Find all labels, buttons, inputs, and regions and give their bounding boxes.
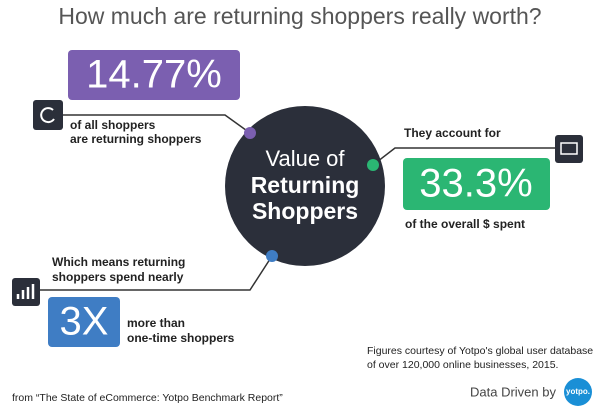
stat-intro: shoppers spend nearly (52, 270, 184, 284)
stat-caption: of the overall $ spent (405, 217, 525, 231)
icon (12, 278, 40, 306)
dot (266, 250, 278, 262)
center-text: Returning (251, 172, 360, 198)
brand-logo (564, 378, 592, 406)
connector (48, 114, 251, 134)
source: from “The State of eCommerce: Yotpo Benc… (12, 392, 283, 404)
stat-intro: They account for (404, 126, 501, 140)
stat-value: 14.77% (86, 53, 222, 97)
credit: of over 120,000 online businesses, 2015. (367, 359, 558, 371)
brand-logo-text: yotpo. (566, 387, 590, 396)
icon-glyph (40, 107, 55, 124)
stat-box (48, 297, 120, 347)
center-text: Value of (265, 146, 345, 171)
stat-caption: more than (127, 316, 185, 330)
icon-glyph (16, 284, 35, 299)
brand-label: Data Driven by (470, 384, 556, 399)
stat-caption: are returning shoppers (70, 132, 202, 146)
icon (33, 100, 63, 130)
icon (555, 135, 583, 163)
stat-value: 3X (60, 300, 109, 344)
stat-intro: Which means returning (52, 255, 185, 269)
stat-value: 33.3% (419, 162, 532, 206)
center-circle (225, 106, 385, 266)
stat-caption: one-time shoppers (127, 331, 235, 345)
dot (244, 127, 256, 139)
connector (14, 255, 273, 291)
title: How much are returning shoppers really w… (58, 3, 541, 29)
credit: Figures courtesy of Yotpo's global user … (367, 345, 593, 357)
stat-box (403, 158, 550, 210)
stat-box (68, 50, 240, 100)
icon-glyph (560, 142, 578, 155)
stat-caption: of all shoppers (70, 118, 156, 132)
dot (367, 159, 379, 171)
center-text: Shoppers (252, 198, 358, 224)
